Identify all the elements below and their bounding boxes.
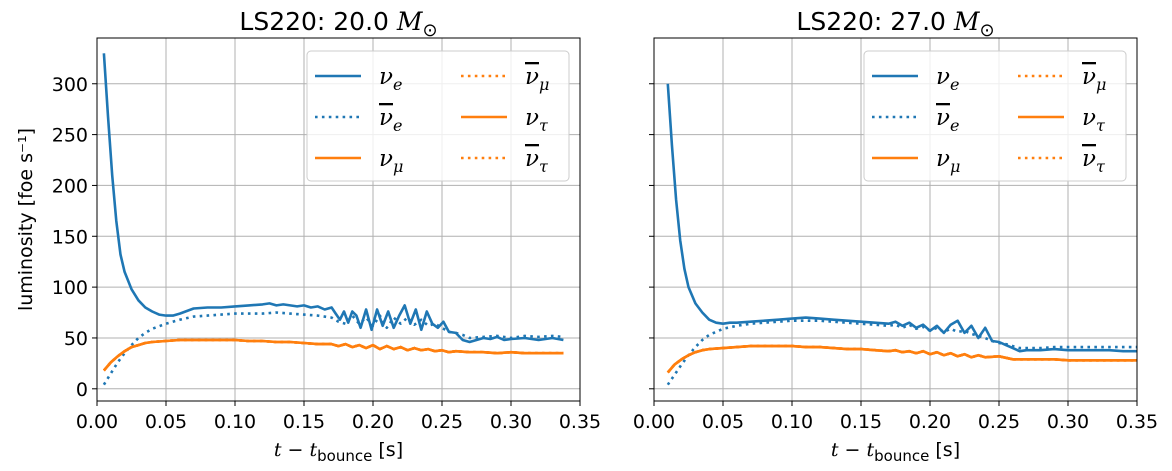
legend-label: νμ <box>936 146 960 176</box>
y-tick-label: 250 <box>52 125 88 147</box>
legend-label: νμ <box>1082 64 1106 94</box>
series-line <box>102 311 564 386</box>
y-tick-label: 0 <box>76 379 88 401</box>
chart-title: LS220: 27.0 M⊙ <box>796 7 994 41</box>
legend-label: νe <box>379 64 402 94</box>
series-line <box>666 83 1137 353</box>
x-tick-label: 0.30 <box>1047 411 1089 433</box>
x-tick-label: 0.05 <box>145 411 187 433</box>
legend-label: ντ <box>1082 146 1106 176</box>
x-tick-label: 0.30 <box>490 411 532 433</box>
y-tick-label: 50 <box>64 328 88 350</box>
x-axis-label: t − tbounce [s] <box>274 439 403 465</box>
chart-title: LS220: 20.0 M⊙ <box>239 7 437 41</box>
left-chart-panel: 0.00 0.05 0.10 0.15 0.20 0.25 0.30 0.35 0 50 100 15… <box>15 7 601 465</box>
series-line <box>102 338 564 372</box>
legend-label: νμ <box>379 146 403 176</box>
x-tick-label: 0.15 <box>840 411 882 433</box>
y-tick-label: 300 <box>52 74 88 96</box>
legend-label: ντ <box>1082 105 1106 135</box>
x-tick-label: 0.15 <box>283 411 325 433</box>
x-tick-label: 0.35 <box>559 411 601 433</box>
x-tick-label: 0.00 <box>633 411 675 433</box>
y-tick-label: 100 <box>52 277 88 299</box>
x-tick-label: 0.25 <box>421 411 463 433</box>
legend-box <box>863 50 1127 182</box>
x-tick-label: 0.20 <box>909 411 951 433</box>
plot-frame <box>653 37 1138 402</box>
y-axis-label: luminosity [foe s⁻¹] <box>15 128 37 311</box>
legend-label: νe <box>379 105 402 135</box>
legend-box <box>306 50 570 182</box>
legend-label: νe <box>936 105 959 135</box>
right-chart-panel: 0.00 0.05 0.10 0.15 0.20 0.25 0.30 0.35 LS220: 2… <box>633 7 1158 465</box>
y-tick-label: 200 <box>52 175 88 197</box>
x-tick-label: 0.00 <box>76 411 118 433</box>
legend-label: ντ <box>525 146 549 176</box>
legend-label: νe <box>936 64 959 94</box>
x-tick-label: 0.05 <box>702 411 744 433</box>
series-line <box>102 338 564 372</box>
legend-label: νμ <box>525 64 549 94</box>
x-tick-label: 0.25 <box>978 411 1020 433</box>
series-line <box>666 319 1137 386</box>
legend-label: ντ <box>525 105 549 135</box>
x-axis-label: t − tbounce [s] <box>831 439 960 465</box>
x-tick-label: 0.10 <box>771 411 813 433</box>
y-tick-label: 150 <box>52 226 88 248</box>
series-line <box>102 53 564 344</box>
series-line <box>666 344 1137 374</box>
x-tick-label: 0.35 <box>1116 411 1158 433</box>
x-tick-label: 0.10 <box>214 411 256 433</box>
x-tick-label: 0.20 <box>352 411 394 433</box>
plot-frame <box>96 37 581 402</box>
